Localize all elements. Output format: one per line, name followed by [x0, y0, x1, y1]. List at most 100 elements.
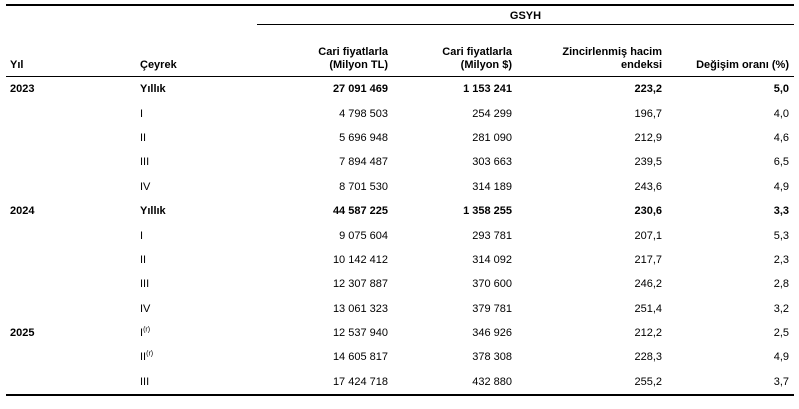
- usd-value-cell: 1 358 255: [463, 205, 512, 218]
- index-value-cell: 239,5: [634, 156, 662, 169]
- table-row: II 10 142 412 314 092 217,7 2,3: [6, 248, 794, 272]
- revised-superscript: (r): [143, 326, 151, 334]
- usd-value-cell: 293 781: [472, 229, 512, 242]
- usd-value-cell: 346 926: [472, 327, 512, 340]
- table-row: III 7 894 487 303 663 239,5 6,5: [6, 150, 794, 174]
- table-row: II(r) 14 605 817 378 308 228,3 4,9: [6, 345, 794, 369]
- quarter-cell: I: [140, 107, 144, 120]
- table-row: I 4 798 503 254 299 196,7 4,0: [6, 101, 794, 125]
- rate-value-cell: 2,3: [773, 253, 789, 266]
- tl-value-cell: 10 142 412: [332, 253, 388, 266]
- index-value-cell: 246,2: [634, 278, 662, 291]
- header-line: Zincirlenmiş hacim: [562, 46, 662, 58]
- quarter-cell: Yıllık: [140, 83, 166, 96]
- tl-value-cell: 27 091 469: [332, 83, 388, 96]
- rate-value-cell: 3,7: [773, 375, 789, 388]
- header-line: (Milyon TL): [329, 59, 388, 71]
- tl-value-cell: 4 798 503: [339, 107, 388, 120]
- rate-value-cell: 4,9: [773, 180, 789, 193]
- group-header-gsyh: GSYH: [257, 6, 794, 25]
- usd-value-cell: 1 153 241: [463, 83, 512, 96]
- table-row: I 9 075 604 293 781 207,1 5,3: [6, 223, 794, 247]
- year-cell: 2024: [10, 205, 35, 218]
- group-header-row: GSYH: [6, 6, 794, 25]
- tl-value-cell: 8 701 530: [339, 180, 388, 193]
- usd-value-cell: 314 189: [472, 180, 512, 193]
- usd-value-cell: 378 308: [472, 351, 512, 364]
- column-header-year: Yıl: [10, 59, 24, 71]
- group-header-spacer: [6, 6, 257, 25]
- rate-value-cell: 2,5: [773, 327, 789, 340]
- revised-superscript: (r): [146, 350, 154, 358]
- quarter-cell: II: [140, 131, 147, 144]
- quarter-cell: III: [140, 278, 150, 291]
- column-header-current-prices-usd: Cari fiyatlarla (Milyon $): [388, 46, 512, 76]
- rate-value-cell: 6,5: [773, 156, 789, 169]
- index-value-cell: 212,2: [634, 327, 662, 340]
- table-row: IV 8 701 530 314 189 243,6 4,9: [6, 175, 794, 199]
- usd-value-cell: 254 299: [472, 107, 512, 120]
- quarter-cell: II(r): [140, 350, 154, 364]
- index-value-cell: 223,2: [634, 83, 662, 96]
- index-value-cell: 243,6: [634, 180, 662, 193]
- index-value-cell: 207,1: [634, 229, 662, 242]
- rate-value-cell: 4,6: [773, 131, 789, 144]
- index-value-cell: 212,9: [634, 131, 662, 144]
- column-header-change-rate: Değişim oranı (%): [696, 59, 789, 71]
- quarter-cell: III: [140, 375, 150, 388]
- quarter-cell: I(r): [140, 326, 151, 340]
- column-header-quarter: Çeyrek: [140, 59, 177, 71]
- index-value-cell: 251,4: [634, 302, 662, 315]
- tl-value-cell: 13 061 323: [332, 302, 388, 315]
- quarter-cell: IV: [140, 180, 151, 193]
- tl-value-cell: 44 587 225: [332, 205, 388, 218]
- tl-value-cell: 9 075 604: [339, 229, 388, 242]
- column-header-row: Yıl Çeyrek Cari fiyatlarla (Milyon TL) C…: [6, 25, 794, 77]
- tl-value-cell: 12 537 940: [332, 327, 388, 340]
- quarter-cell: I: [140, 229, 144, 242]
- rate-value-cell: 3,2: [773, 302, 789, 315]
- rate-value-cell: 5,0: [773, 83, 789, 96]
- table-row: 2023 Yıllık 27 091 469 1 153 241 223,2 5…: [6, 77, 794, 101]
- usd-value-cell: 314 092: [472, 253, 512, 266]
- usd-value-cell: 281 090: [472, 131, 512, 144]
- table-row: 2025 I(r) 12 537 940 346 926 212,2 2,5: [6, 321, 794, 345]
- table-row: 2024 Yıllık 44 587 225 1 358 255 230,6 3…: [6, 199, 794, 223]
- tl-value-cell: 14 605 817: [332, 351, 388, 364]
- usd-value-cell: 379 781: [472, 302, 512, 315]
- table-row: III 12 307 887 370 600 246,2 2,8: [6, 272, 794, 296]
- table-row: III 17 424 718 432 880 255,2 3,7: [6, 370, 794, 394]
- tl-value-cell: 12 307 887: [332, 278, 388, 291]
- rate-value-cell: 4,9: [773, 351, 789, 364]
- year-cell: 2025: [10, 327, 35, 340]
- tl-value-cell: 17 424 718: [332, 375, 388, 388]
- table-row: IV 13 061 323 379 781 251,4 3,2: [6, 297, 794, 321]
- index-value-cell: 230,6: [634, 205, 662, 218]
- rate-value-cell: 5,3: [773, 229, 789, 242]
- index-value-cell: 196,7: [634, 107, 662, 120]
- tl-value-cell: 5 696 948: [339, 131, 388, 144]
- header-line: Cari fiyatlarla: [442, 46, 512, 58]
- rate-value-cell: 4,0: [773, 107, 789, 120]
- header-line: endeksi: [621, 59, 662, 71]
- table-row: II 5 696 948 281 090 212,9 4,6: [6, 126, 794, 150]
- quarter-cell: III: [140, 156, 150, 169]
- year-cell: 2023: [10, 83, 35, 96]
- index-value-cell: 228,3: [634, 351, 662, 364]
- quarter-cell: II: [140, 253, 147, 266]
- rate-value-cell: 2,8: [773, 278, 789, 291]
- usd-value-cell: 432 880: [472, 375, 512, 388]
- gdp-table: GSYH Yıl Çeyrek Cari fiyatlarla (Milyon …: [6, 4, 794, 397]
- index-value-cell: 217,7: [634, 253, 662, 266]
- column-header-chained-volume-index: Zincirlenmiş hacim endeksi: [512, 46, 662, 76]
- tl-value-cell: 7 894 487: [339, 156, 388, 169]
- header-line: Cari fiyatlarla: [318, 46, 388, 58]
- usd-value-cell: 370 600: [472, 278, 512, 291]
- rate-value-cell: 3,3: [773, 205, 789, 218]
- usd-value-cell: 303 663: [472, 156, 512, 169]
- header-line: (Milyon $): [460, 59, 512, 71]
- quarter-cell: IV: [140, 302, 151, 315]
- index-value-cell: 255,2: [634, 375, 662, 388]
- column-header-current-prices-tl: Cari fiyatlarla (Milyon TL): [248, 46, 388, 76]
- quarter-cell: Yıllık: [140, 205, 166, 218]
